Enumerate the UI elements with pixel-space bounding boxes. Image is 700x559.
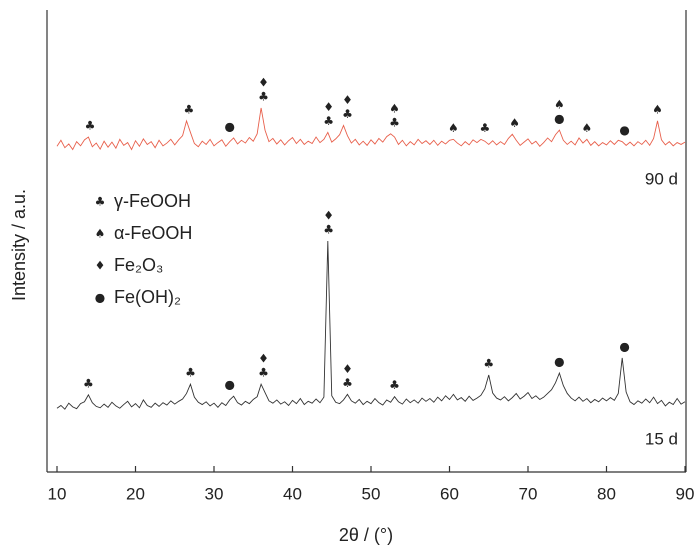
x-tick-label: 80 [597, 484, 616, 503]
peak-marker: ● [619, 339, 629, 353]
peak-marker: ● [554, 112, 564, 126]
peak-marker: ● [619, 123, 629, 137]
legend-label: Fe₂O₃ [114, 255, 163, 275]
peak-marker: ♠ [554, 98, 565, 112]
legend-symbol: ● [95, 291, 105, 305]
y-axis-label: Intensity / a.u. [9, 189, 29, 301]
legend-symbol: ♦ [95, 259, 106, 273]
peak-marker: ♣ [342, 107, 353, 121]
peak-marker: ♦ [258, 352, 269, 366]
peak-marker: ● [224, 378, 234, 392]
peak-marker: ♣ [389, 378, 400, 392]
peak-marker: ♦ [342, 93, 353, 107]
peak-marker: ♦ [258, 75, 269, 89]
peak-marker: ♠ [581, 121, 592, 135]
peak-marker: ♣ [389, 115, 400, 129]
x-tick-label: 30 [205, 484, 224, 503]
series-label: 15 d [645, 429, 678, 448]
x-tick-label: 90 [676, 484, 695, 503]
x-tick-label: 40 [283, 484, 302, 503]
peak-marker: ♦ [323, 100, 334, 114]
legend-label: γ-FeOOH [114, 191, 191, 211]
peak-marker: ♠ [509, 116, 520, 130]
peak-marker: ♣ [83, 376, 94, 390]
legend-label: Fe(OH)₂ [114, 287, 181, 307]
peak-marker: ♣ [258, 366, 269, 380]
x-tick-label: 10 [48, 484, 67, 503]
x-tick-label: 60 [440, 484, 459, 503]
peak-marker: ● [224, 119, 234, 133]
peak-marker: ♣ [342, 376, 353, 390]
peak-marker: ♠ [448, 121, 459, 135]
peak-marker: ♣ [323, 114, 334, 128]
axes-frame [46, 10, 687, 473]
peak-marker: ● [554, 355, 564, 369]
peak-marker: ♠ [652, 102, 663, 116]
peak-marker: ♣ [183, 102, 194, 116]
peak-marker: ♣ [483, 356, 494, 370]
peak-marker: ♠ [389, 101, 400, 115]
series-line [56, 240, 686, 410]
peak-marker: ♣ [185, 366, 196, 380]
peak-marker: ♦ [323, 209, 334, 223]
series-line [56, 107, 686, 151]
x-tick-label: 70 [519, 484, 538, 503]
x-tick-label: 20 [126, 484, 145, 503]
peak-marker: ♣ [323, 223, 334, 237]
peak-marker: ♣ [85, 119, 96, 133]
peak-marker: ♦ [342, 362, 353, 376]
series-label: 90 d [645, 170, 678, 189]
legend-symbol: ♠ [95, 227, 106, 241]
x-axis-label: 2θ / (°) [339, 525, 393, 545]
legend-label: α-FeOOH [114, 223, 192, 243]
peak-marker: ♣ [479, 121, 490, 135]
x-tick-label: 50 [362, 484, 381, 503]
legend-symbol: ♣ [95, 195, 106, 209]
peak-marker: ♣ [258, 89, 269, 103]
